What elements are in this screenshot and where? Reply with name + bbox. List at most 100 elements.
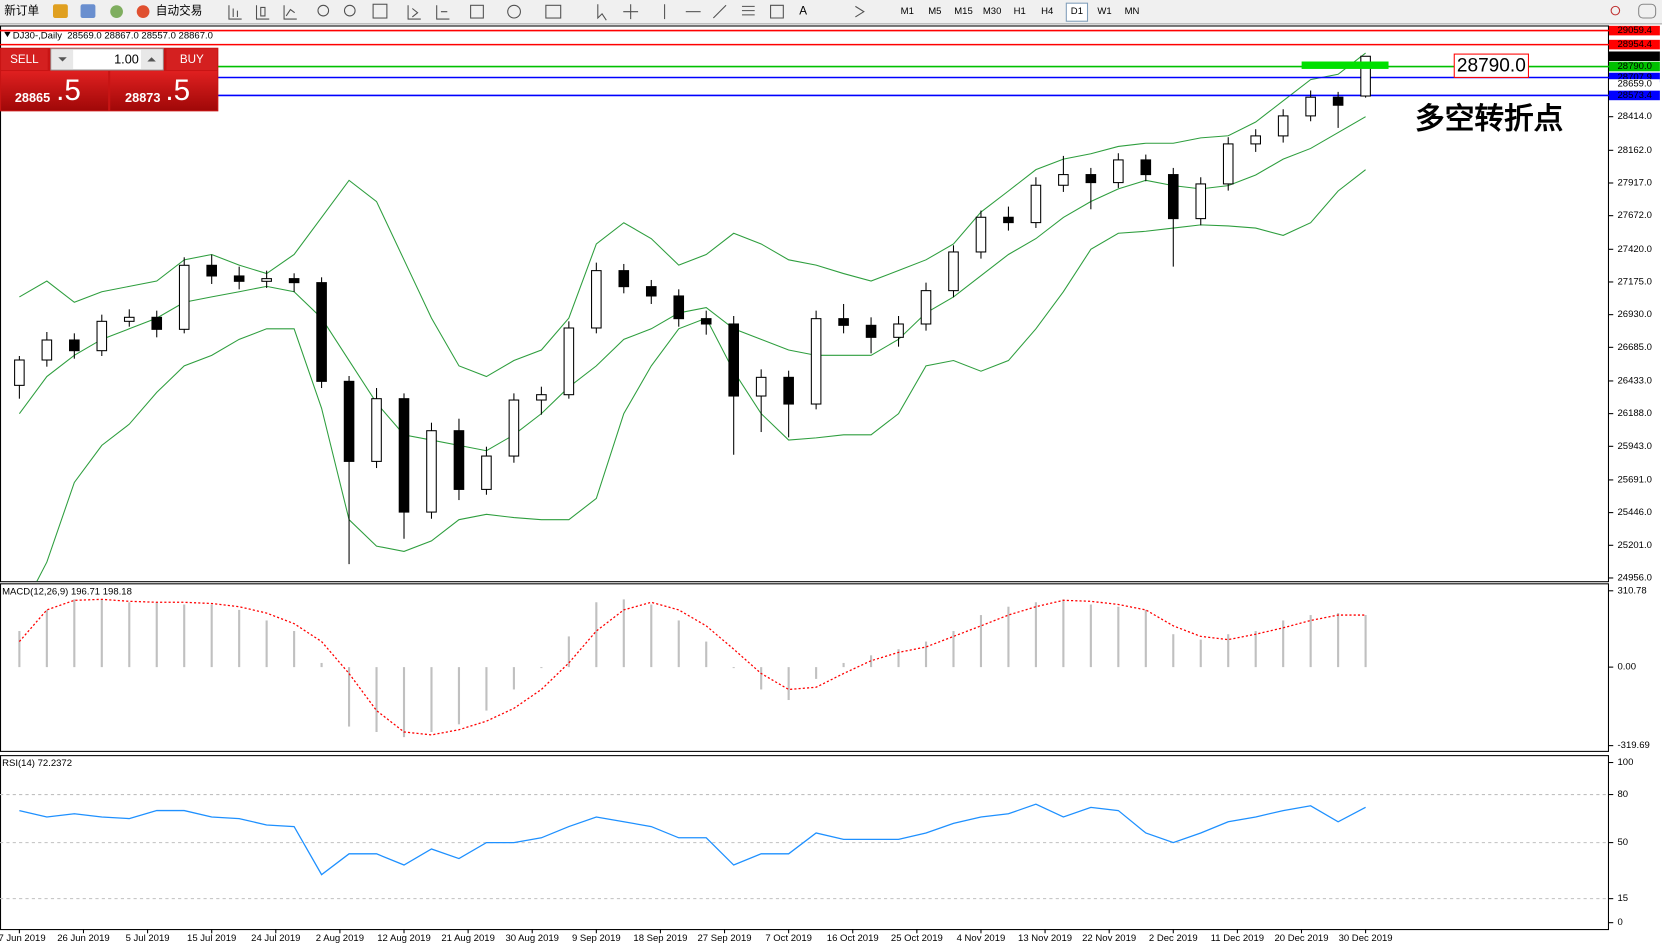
x-tick-label: 18 Sep 2019 (633, 933, 687, 944)
auto-trade-icon[interactable] (136, 5, 150, 19)
timeframe-button[interactable]: M15 (954, 6, 973, 17)
chart-header: DJ30-,Daily 28569.0 28867.0 28557.0 2886… (13, 31, 213, 42)
macd-panel (0, 583, 1610, 752)
candle-body (96, 320, 108, 352)
y-tick-label: 15 (1617, 893, 1628, 904)
candle-body (838, 318, 849, 326)
level-tag-label: 28707.9 (1617, 72, 1651, 83)
candle-body (536, 394, 547, 401)
arrow-icon[interactable] (147, 57, 156, 62)
sell-price-box[interactable] (1, 71, 109, 111)
y-tick-label: 27175.0 (1617, 276, 1651, 287)
candle-body (700, 318, 712, 325)
y-tick-label: 0.00 (1617, 662, 1636, 673)
candle-body (14, 359, 25, 386)
y-tick-label: 310.78 (1617, 585, 1646, 596)
candle-body (123, 316, 135, 322)
level-tag (1609, 72, 1660, 83)
y-tick-label: 100 (1617, 757, 1633, 768)
candle-body (728, 323, 739, 397)
volume-input[interactable] (50, 48, 164, 71)
level-tag-label: 29059.4 (1617, 25, 1652, 36)
x-tick-label: 24 Jul 2019 (251, 933, 300, 944)
sell-pips[interactable]: .5 (56, 74, 81, 107)
chart-menu-icon[interactable] (4, 31, 11, 38)
x-tick-label: 5 Jul 2019 (126, 933, 170, 944)
timeframe-button[interactable]: MN (1125, 6, 1140, 17)
candle-body (206, 264, 217, 277)
x-tick-label: 30 Aug 2019 (505, 933, 559, 944)
candle-body (288, 278, 300, 284)
buy-price[interactable]: 28873 (125, 90, 160, 105)
buy-pips[interactable]: .5 (165, 74, 190, 107)
level-tag (1609, 51, 1660, 62)
arrow-icon[interactable] (58, 57, 67, 62)
chart-annotation: 多空转折点 (1415, 103, 1563, 136)
candle-body (69, 339, 80, 352)
timeframe-button[interactable]: M1 (901, 6, 914, 17)
indicator-line (18, 598, 1366, 736)
rsi-header: RSI(14) 72.2372 (2, 758, 72, 769)
new-order-button[interactable]: 新订单 (4, 4, 39, 18)
candle-body (371, 398, 382, 462)
timeframe-button[interactable]: M30 (983, 6, 1002, 17)
candle-body (453, 430, 465, 490)
indicator-line (19, 803, 1366, 876)
candle-body (481, 455, 492, 490)
chat-icon[interactable] (1638, 3, 1657, 19)
y-tick-label: 25691.0 (1617, 474, 1651, 485)
timeframe-button[interactable]: W1 (1097, 6, 1111, 17)
y-tick-label: 27420.0 (1617, 244, 1651, 255)
active-timeframe-box[interactable] (1065, 2, 1089, 22)
candle-body (1277, 115, 1289, 137)
candle-body (151, 316, 163, 330)
buy-price-box[interactable] (110, 71, 218, 111)
sell-price[interactable]: 28865 (15, 90, 50, 105)
timeframes: M1 M5 M15 M30 H1 H4 D1 W1 MN (901, 6, 1140, 17)
tool-icons[interactable] (228, 3, 865, 21)
x-tick-label: 30 Dec 2019 (1339, 933, 1393, 944)
auto-trade-button[interactable]: 自动交易 (156, 4, 203, 18)
candle-body (1003, 216, 1014, 224)
y-tick-label: 0 (1617, 917, 1622, 928)
timeframe-button[interactable]: M5 (928, 6, 941, 17)
y-tick-label: 26685.0 (1617, 342, 1651, 353)
trade-panel: SELL 1.00 BUY 28865 .5 28873 .5 (0, 47, 219, 112)
sell-button[interactable] (1, 48, 48, 70)
main-chart-panel (0, 25, 1610, 583)
x-tick-label: 2 Dec 2019 (1149, 933, 1198, 944)
level-tag-label: 28659.0 (1617, 79, 1651, 90)
y-tick-label: 27672.0 (1617, 210, 1651, 221)
candle-body (41, 339, 53, 361)
buy-button[interactable] (166, 48, 218, 70)
y-tick-label: 26188.0 (1617, 408, 1651, 419)
text-tool[interactable]: A (799, 5, 807, 18)
candle-body (755, 376, 767, 397)
macd-header: MACD(12,26,9) 196.71 198.18 (2, 586, 132, 597)
candle-body (1140, 159, 1152, 176)
level-tag-label: 28790.0 (1617, 61, 1651, 72)
y-tick-label: 50 (1617, 837, 1628, 848)
candle-body (1113, 159, 1124, 184)
y-tick-label: 25446.0 (1617, 507, 1651, 518)
main-plot (0, 29, 1610, 582)
search-icon[interactable] (1610, 5, 1621, 16)
timeframe-button[interactable]: H1 (1014, 6, 1026, 17)
buy-label[interactable]: BUY (180, 53, 204, 66)
x-tick-label: 7 Oct 2019 (765, 933, 812, 944)
x-tick-label: 21 Aug 2019 (441, 933, 495, 944)
sell-label[interactable]: SELL (10, 53, 39, 66)
timeframe-button[interactable]: H4 (1041, 6, 1054, 17)
icon[interactable] (80, 4, 96, 19)
icon[interactable] (110, 5, 123, 19)
volume-value[interactable]: 1.00 (114, 51, 139, 66)
x-tick-label: 17 Jun 2019 (0, 933, 46, 944)
candle-body (893, 323, 904, 338)
candle-body (591, 270, 602, 329)
timeframe-button[interactable]: D1 (1071, 6, 1083, 17)
y-tick-label: 24956.0 (1617, 572, 1651, 583)
icon[interactable] (52, 4, 68, 19)
level-tag-label: 28573.4 (1617, 90, 1652, 101)
candle-body (975, 216, 987, 253)
